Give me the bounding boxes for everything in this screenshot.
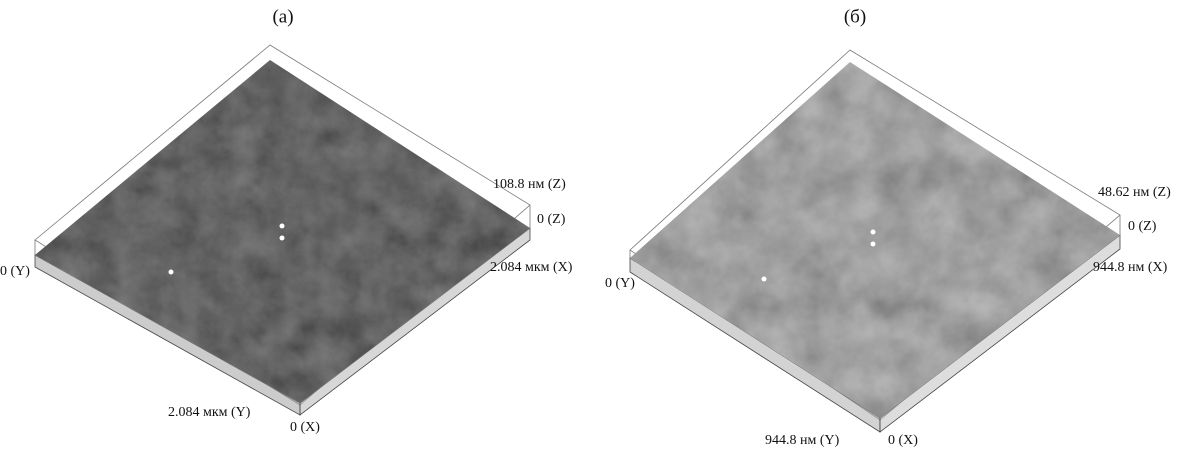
y-zero-label: 0 (Y)	[0, 264, 30, 279]
marker	[871, 242, 876, 247]
x-zero-label: 0 (X)	[888, 433, 918, 448]
z-max-label: 108.8 нм (Z)	[493, 177, 566, 192]
panel-a: (а) 108.8 нм (Z) 0 (Z) 2.084 мкм (X) 0 (…	[0, 6, 573, 435]
marker	[762, 277, 767, 282]
marker	[169, 270, 174, 275]
y-max-label: 2.084 мкм (Y)	[168, 405, 251, 420]
x-zero-label: 0 (X)	[290, 420, 320, 435]
surface-image	[35, 60, 530, 403]
figure: (а) 108.8 нм (Z) 0 (Z) 2.084 мкм (X) 0 (…	[0, 0, 1189, 452]
marker	[871, 230, 876, 235]
z-max-label: 48.62 нм (Z)	[1098, 185, 1171, 200]
panel-label: (б)	[844, 6, 866, 27]
marker	[280, 224, 285, 229]
x-max-label: 2.084 мкм (X)	[490, 260, 573, 275]
z-min-label: 0 (Z)	[537, 212, 566, 227]
y-max-label: 944.8 нм (Y)	[765, 433, 840, 448]
x-max-label: 944.8 нм (X)	[1093, 260, 1168, 275]
surface-image	[630, 62, 1120, 418]
z-min-label: 0 (Z)	[1128, 219, 1157, 234]
panel-label: (а)	[272, 6, 293, 27]
y-zero-label: 0 (Y)	[605, 276, 635, 291]
panel-b: (б) 48.62 нм (Z) 0 (Z) 944.8 нм (X) 0 (Y…	[605, 6, 1171, 448]
marker	[280, 236, 285, 241]
